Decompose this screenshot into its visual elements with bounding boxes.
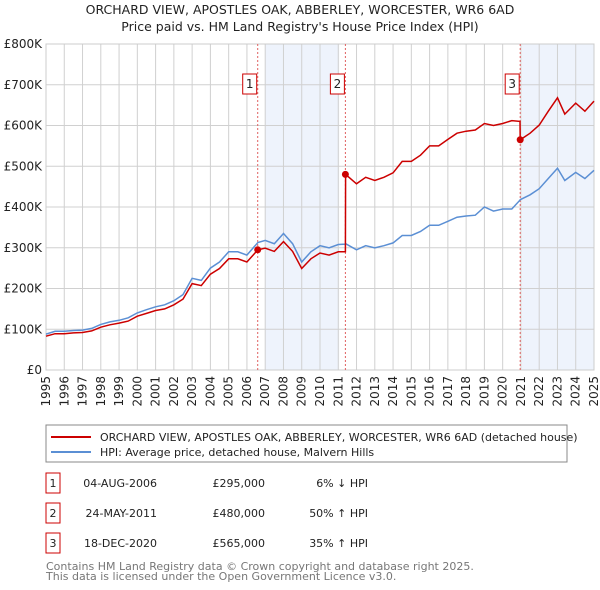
sale-hpi-diff: 50% ↑ HPI xyxy=(309,507,368,520)
x-tick-label: 2016 xyxy=(423,376,437,407)
x-tick-label: 2007 xyxy=(258,376,272,407)
sale-label-box xyxy=(242,73,258,95)
sale-point xyxy=(341,170,349,178)
x-tick-label: 2000 xyxy=(130,376,144,407)
sale-label-box xyxy=(329,73,345,95)
legend-label-property: ORCHARD VIEW, APOSTLES OAK, ABBERLEY, WO… xyxy=(100,431,578,444)
x-tick-label: 2008 xyxy=(276,376,290,407)
x-tick-label: 2021 xyxy=(514,376,528,407)
sale-number: 3 xyxy=(50,537,57,550)
sale-label-number: 3 xyxy=(508,77,516,91)
x-tick-label: 2001 xyxy=(149,376,163,407)
x-tick-label: 2017 xyxy=(441,376,455,407)
x-tick-label: 2022 xyxy=(532,376,546,407)
x-tick-label: 2004 xyxy=(203,376,217,407)
sale-price: £480,000 xyxy=(213,507,266,520)
x-tick-label: 2024 xyxy=(569,376,583,407)
chart-subtitle: Price paid vs. HM Land Registry's House … xyxy=(121,19,478,34)
x-tick-label: 2005 xyxy=(222,376,236,407)
sale-date: 18-DEC-2020 xyxy=(84,537,157,550)
sale-price: £565,000 xyxy=(213,537,266,550)
footer-copyright: Contains HM Land Registry data © Crown c… xyxy=(46,560,474,573)
plot-border xyxy=(45,43,595,371)
y-tick-label: £400K xyxy=(4,200,44,214)
x-tick-label: 2006 xyxy=(240,376,254,407)
sale-label-number: 1 xyxy=(246,77,254,91)
y-tick-label: £500K xyxy=(4,159,44,173)
legend-box xyxy=(45,424,568,463)
sale-number-box xyxy=(45,472,61,494)
x-tick-label: 2003 xyxy=(185,376,199,407)
x-tick-label: 2013 xyxy=(368,376,382,407)
x-tick-label: 2023 xyxy=(550,376,564,407)
sale-label-number: 2 xyxy=(334,77,342,91)
chart-title: ORCHARD VIEW, APOSTLES OAK, ABBERLEY, WO… xyxy=(86,2,515,17)
x-tick-label: 2011 xyxy=(331,376,345,407)
x-tick-label: 2009 xyxy=(295,376,309,407)
sale-price: £295,000 xyxy=(213,477,266,490)
y-tick-label: £0 xyxy=(27,363,42,377)
x-tick-label: 1995 xyxy=(39,376,53,407)
sale-number: 2 xyxy=(50,507,57,520)
x-tick-label: 1998 xyxy=(94,376,108,407)
x-tick-label: 1996 xyxy=(57,376,71,407)
footer-licence: This data is licensed under the Open Gov… xyxy=(45,570,396,583)
sale-number-box xyxy=(45,532,61,554)
sale-label-box xyxy=(504,73,520,95)
x-tick-label: 2019 xyxy=(477,376,491,407)
x-tick-label: 2010 xyxy=(313,376,327,407)
sale-number: 1 xyxy=(50,477,57,490)
sale-hpi-diff: 35% ↑ HPI xyxy=(309,537,368,550)
sale-point xyxy=(516,136,524,144)
x-tick-label: 2012 xyxy=(350,376,364,407)
x-tick-label: 2015 xyxy=(404,376,418,407)
x-tick-label: 2020 xyxy=(496,376,510,407)
property-price-line xyxy=(45,96,595,337)
sale-number-box xyxy=(45,502,61,524)
y-tick-label: £200K xyxy=(4,282,44,296)
hpi-line xyxy=(45,167,595,335)
y-tick-label: £700K xyxy=(4,78,44,92)
x-tick-label: 2025 xyxy=(587,376,600,407)
sale-date: 24-MAY-2011 xyxy=(85,507,157,520)
x-tick-label: 2018 xyxy=(459,376,473,407)
x-tick-label: 2014 xyxy=(386,376,400,407)
sale-hpi-diff: 6% ↓ HPI xyxy=(316,477,368,490)
y-tick-label: £100K xyxy=(4,322,44,336)
legend-label-hpi: HPI: Average price, detached house, Malv… xyxy=(100,446,374,459)
y-tick-label: £300K xyxy=(4,241,44,255)
sale-date: 04-AUG-2006 xyxy=(83,477,157,490)
x-tick-label: 2002 xyxy=(167,376,181,407)
sale-point xyxy=(254,246,262,254)
x-tick-label: 1997 xyxy=(76,376,90,407)
y-tick-label: £800K xyxy=(4,37,44,51)
y-tick-label: £600K xyxy=(4,119,44,133)
x-tick-label: 1999 xyxy=(112,376,126,407)
